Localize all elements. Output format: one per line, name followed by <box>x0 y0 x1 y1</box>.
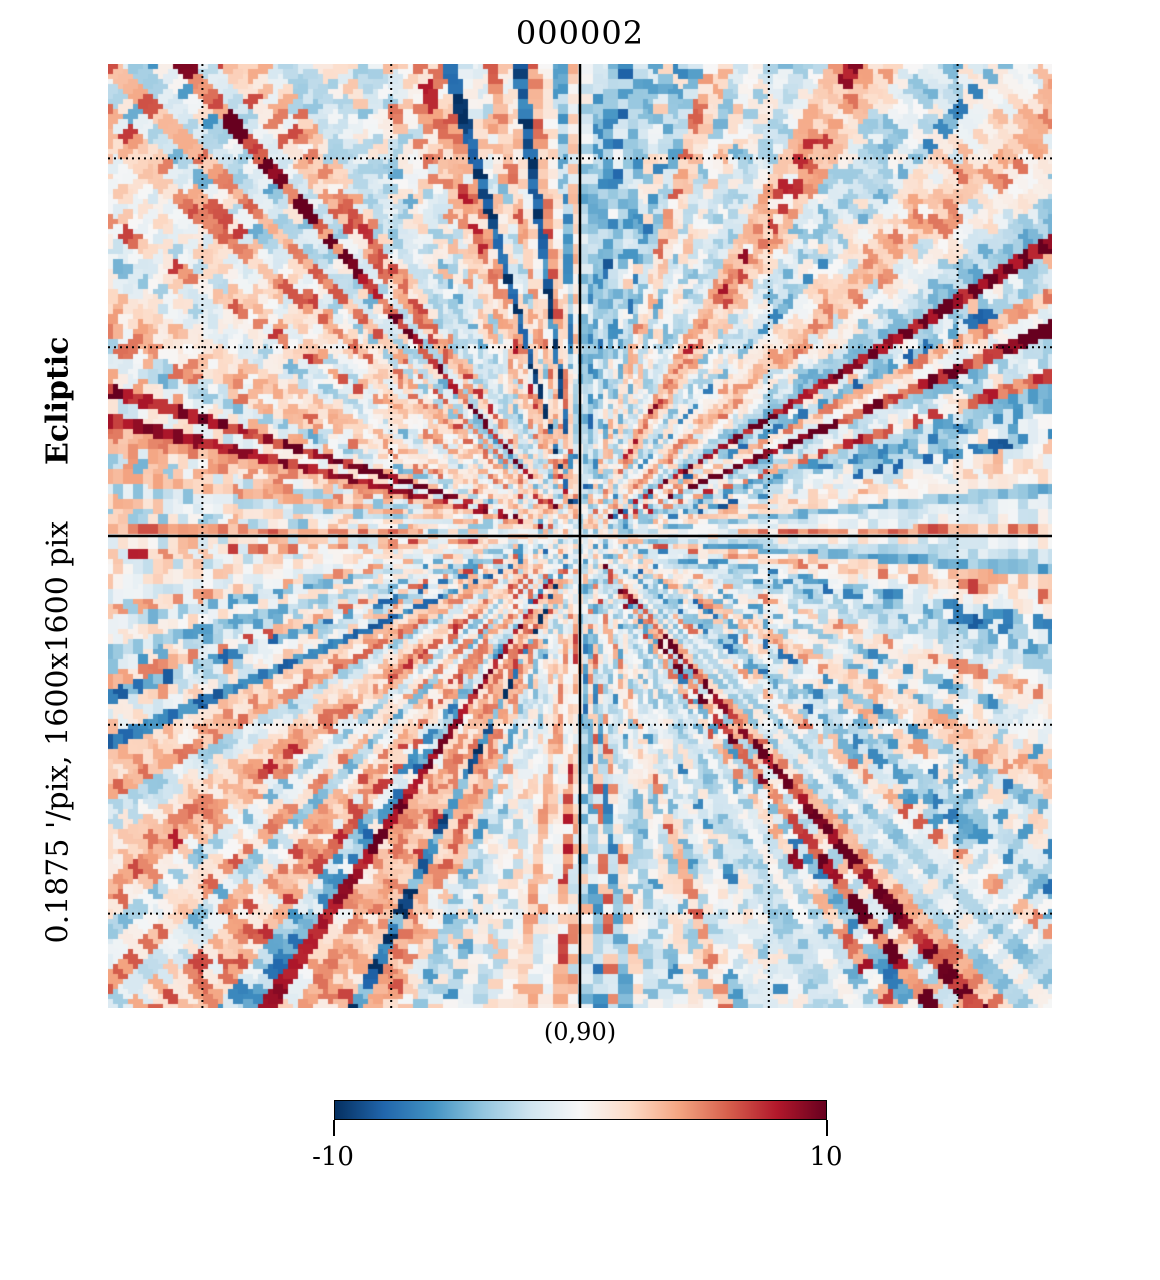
colorbar-tick-max <box>826 1120 828 1136</box>
colorbar-label-max: 10 <box>809 1142 843 1172</box>
chart-title: 000002 <box>515 14 645 52</box>
map-plot-area <box>108 64 1052 1008</box>
graticule-grid <box>108 64 1052 1008</box>
resolution-label: 0.1875 '/pix, 1600x1600 pix <box>40 520 76 944</box>
colorbar <box>334 1100 827 1120</box>
colorbar-tick-min <box>333 1120 335 1136</box>
projection-center-label: (0,90) <box>543 1018 617 1046</box>
colorbar-label-min: -10 <box>312 1142 354 1172</box>
center-axes <box>108 64 1052 1008</box>
coordinate-system-label: Ecliptic <box>40 336 76 465</box>
graticule-overlay <box>108 64 1052 1008</box>
